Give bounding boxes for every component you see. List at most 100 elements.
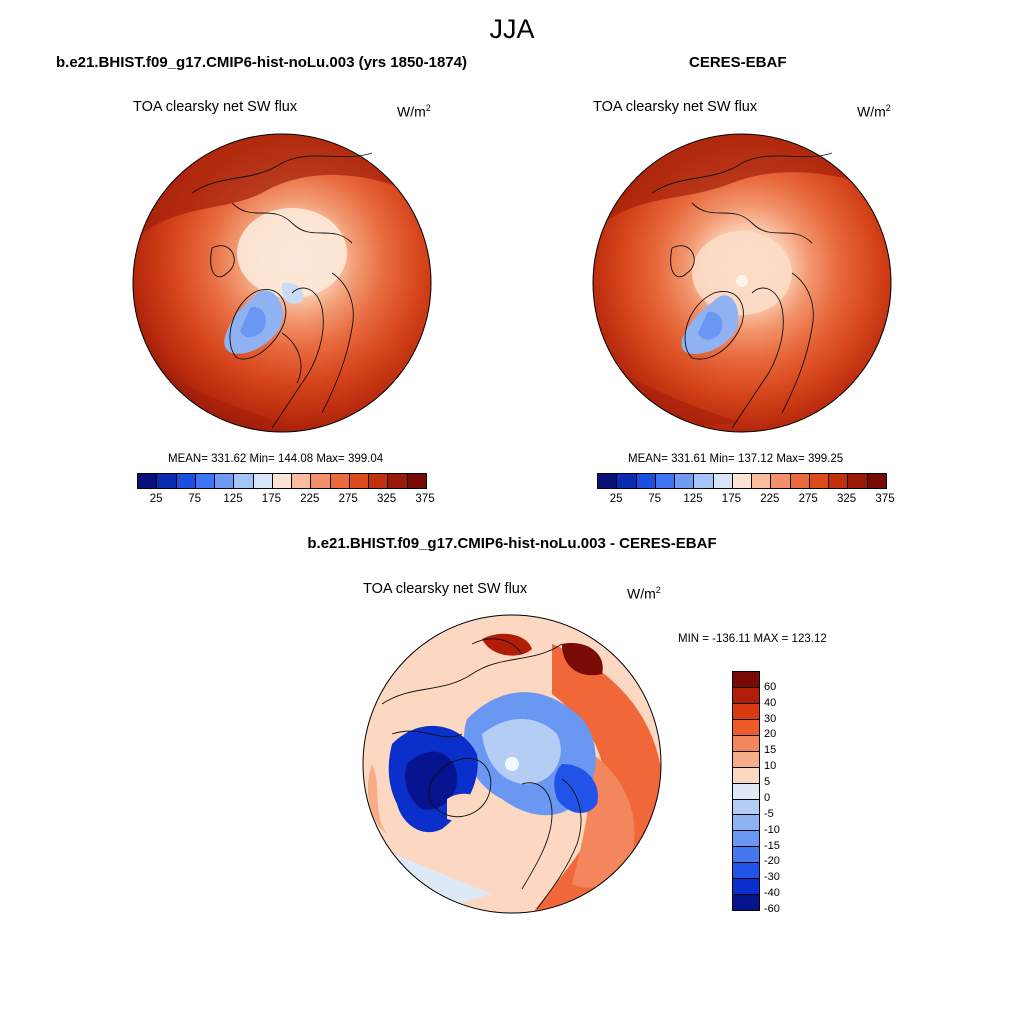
obs-pole-hole xyxy=(736,275,748,287)
obs-colorbar-swatch xyxy=(598,474,618,488)
diff-colorbar xyxy=(732,671,760,911)
diff-greenland-light xyxy=(447,793,487,821)
model-colorbar-swatch xyxy=(292,474,312,488)
model-stats: MEAN= 331.62 Min= 144.08 Max= 399.04 xyxy=(168,453,384,465)
diff-strong-positive xyxy=(562,643,603,676)
diff-colorbar-swatch xyxy=(733,879,759,896)
diff-colorbar-tick-label: -5 xyxy=(764,807,774,820)
obs-colorbar-swatch xyxy=(790,474,810,488)
obs-field-label: TOA clearsky net SW flux xyxy=(593,99,758,115)
obs-colorbar-tick-label: 275 xyxy=(798,493,818,505)
model-map-border xyxy=(132,133,432,433)
obs-colorbar-ticks: 25 75 125 175 225 275 325 375 xyxy=(597,493,895,509)
obs-colorbar-swatch xyxy=(848,474,868,488)
model-colorbar-tick-label: 175 xyxy=(261,493,281,505)
model-colorbar-swatch xyxy=(369,474,389,488)
diff-strong-negative-east xyxy=(554,764,598,814)
diff-colorbar-tick-label: -10 xyxy=(764,823,780,836)
obs-coastlines xyxy=(651,152,833,429)
obs-colorbar-tick-label: 325 xyxy=(837,493,857,505)
diff-colorbar-swatch xyxy=(733,719,759,736)
season-title: JJA xyxy=(489,14,535,44)
diff-colorbar-swatch xyxy=(733,863,759,880)
obs-colorbar xyxy=(597,473,887,489)
diff-colorbar-swatch xyxy=(733,831,759,848)
model-colorbar-swatch xyxy=(349,474,370,488)
diff-colorbar-swatch xyxy=(733,895,759,911)
obs-colorbar-swatch xyxy=(752,474,772,488)
diff-colorbar-tick-label: -20 xyxy=(764,855,780,868)
obs-map-border xyxy=(592,133,892,433)
model-colorbar-swatch xyxy=(234,474,254,488)
diff-positive-west xyxy=(367,764,387,834)
model-colorbar-swatch xyxy=(311,474,331,488)
obs-colorbar-swatch xyxy=(771,474,791,488)
obs-colorbar-tick-label: 125 xyxy=(683,493,703,505)
model-polar-map xyxy=(132,133,432,433)
model-colorbar-swatch xyxy=(407,474,426,488)
obs-stats: MEAN= 331.61 Min= 137.12 Max= 399.25 xyxy=(628,453,844,465)
model-colorbar-tick-label: 25 xyxy=(149,493,163,505)
obs-colorbar-tick-label: 225 xyxy=(760,493,780,505)
obs-colorbar-tick-label: 25 xyxy=(609,493,623,505)
model-colorbar-tick-label: 225 xyxy=(300,493,320,505)
model-colorbar-swatch xyxy=(157,474,177,488)
model-field-label: TOA clearsky net SW flux xyxy=(133,99,298,115)
diff-colorbar-tick-label: -40 xyxy=(764,887,780,900)
model-colorbar-swatch xyxy=(138,474,158,488)
obs-colorbar-swatch xyxy=(713,474,733,488)
obs-polar-map xyxy=(592,133,892,433)
obs-colorbar-swatch xyxy=(675,474,695,488)
obs-colorbar-tick-label: 175 xyxy=(721,493,741,505)
diff-map-border xyxy=(362,614,662,914)
diff-colorbar-swatch xyxy=(733,847,759,864)
diff-colorbar-swatch xyxy=(733,799,759,816)
obs-colorbar-swatch xyxy=(617,474,637,488)
obs-dark-region xyxy=(593,134,891,233)
model-colorbar-swatch xyxy=(215,474,235,488)
obs-colorbar-swatch xyxy=(732,474,753,488)
diff-colorbar-tick-label: -15 xyxy=(764,839,780,852)
diff-colorbar-tick-label: -60 xyxy=(764,903,780,915)
model-colorbar-tick-label: 75 xyxy=(188,493,201,505)
diff-pole-hole xyxy=(505,757,519,771)
model-colorbar-tick-label: 375 xyxy=(415,493,435,505)
diff-colorbar-tick-label: 40 xyxy=(764,696,777,709)
diff-coastlines xyxy=(381,638,582,910)
diff-colorbar-ticks: 60 40 30 20 15 10 5 0 -5 -10 -15 -20 -30 -40 -60 xyxy=(764,671,804,915)
model-panel-title: b.e21.BHIST.f09_g17.CMIP6-hist-noLu.003 … xyxy=(56,54,467,71)
diff-negative-core xyxy=(482,719,561,785)
diff-colorbar-swatch xyxy=(733,672,759,688)
model-dark-region xyxy=(133,134,431,243)
model-units-label: W/m2 xyxy=(397,103,431,120)
model-colorbar-tick-label: 325 xyxy=(377,493,397,505)
diff-colorbar-swatch xyxy=(733,703,759,720)
diff-colorbar-tick-label: 30 xyxy=(764,712,777,725)
obs-colorbar-swatch xyxy=(809,474,830,488)
diff-polar-map xyxy=(362,614,662,914)
model-colorbar-swatch xyxy=(272,474,293,488)
diff-colorbar-swatch xyxy=(733,767,759,784)
obs-colorbar-swatch xyxy=(867,474,886,488)
model-colorbar-swatch xyxy=(195,474,216,488)
diff-colorbar-tick-label: 15 xyxy=(764,744,777,757)
model-colorbar-tick-label: 125 xyxy=(223,493,243,505)
obs-arctic-bright xyxy=(692,231,792,315)
obs-colorbar-tick-label: 75 xyxy=(648,493,661,505)
model-greenland-core xyxy=(240,306,266,338)
diff-colorbar-swatch xyxy=(733,815,759,832)
obs-colorbar-tick-label: 375 xyxy=(875,493,895,505)
model-colorbar-swatch xyxy=(330,474,350,488)
diff-colorbar-tick-label: 0 xyxy=(764,791,771,804)
diff-colorbar-swatch xyxy=(733,735,759,752)
obs-colorbar-swatch xyxy=(655,474,676,488)
diff-units-label: W/m2 xyxy=(627,585,661,602)
diff-colorbar-swatch xyxy=(733,687,759,704)
obs-greenland-core xyxy=(698,311,723,340)
diff-colorbar-tick-label: 5 xyxy=(764,776,771,789)
diff-colorbar-tick-label: 20 xyxy=(764,728,777,741)
obs-colorbar-swatch xyxy=(694,474,714,488)
model-arctic-bright xyxy=(237,208,347,298)
obs-units-label: W/m2 xyxy=(857,103,891,120)
diff-colorbar-tick-label: -30 xyxy=(764,871,780,884)
